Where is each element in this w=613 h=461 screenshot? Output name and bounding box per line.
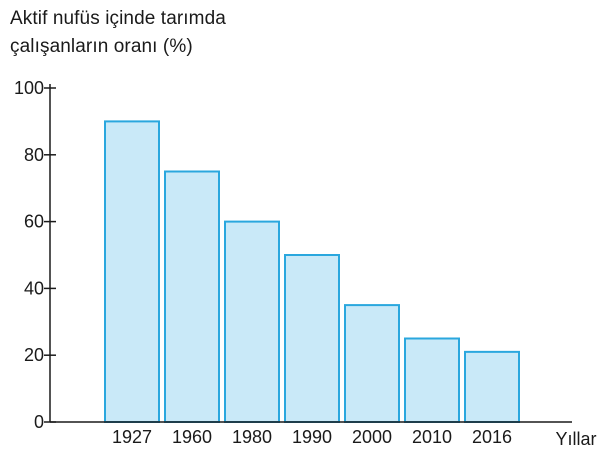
axes-group xyxy=(49,84,572,423)
x-tick-label-2010: 2010 xyxy=(412,427,452,447)
y-tick-label-100: 100 xyxy=(14,78,44,98)
y-tick-label-20: 20 xyxy=(24,345,44,365)
bar-2010 xyxy=(404,337,460,423)
y-ticks-group: 0 20 40 60 80 100 xyxy=(14,78,56,432)
x-tick-label-2000: 2000 xyxy=(352,427,392,447)
bar-2016 xyxy=(464,350,520,423)
x-tick-label-1960: 1960 xyxy=(172,427,212,447)
x-tick-label-1980: 1980 xyxy=(232,427,272,447)
bar-1990 xyxy=(284,254,340,423)
bar-1960 xyxy=(164,170,220,423)
bar-1980 xyxy=(224,220,280,423)
y-tick-label-0: 0 xyxy=(34,412,44,432)
y-axis-label-line-1: Aktif nufüs içinde tarımda xyxy=(10,8,226,29)
x-axis-label: Yıllar xyxy=(555,429,596,449)
x-tick-label-1927: 1927 xyxy=(112,427,152,447)
y-tick-label-40: 40 xyxy=(24,278,44,298)
y-tick-label-80: 80 xyxy=(24,145,44,165)
x-tick-label-2016: 2016 xyxy=(472,427,512,447)
y-tick-label-60: 60 xyxy=(24,212,44,232)
y-axis-label-line-2: çalışanların oranı (%) xyxy=(10,36,193,57)
bar-1927 xyxy=(104,120,160,424)
x-tick-labels-group: 1927 1960 1980 1990 2000 2010 2016 xyxy=(112,427,512,447)
bar-2000 xyxy=(344,304,400,424)
bars-group xyxy=(104,120,520,424)
x-tick-label-1990: 1990 xyxy=(292,427,332,447)
